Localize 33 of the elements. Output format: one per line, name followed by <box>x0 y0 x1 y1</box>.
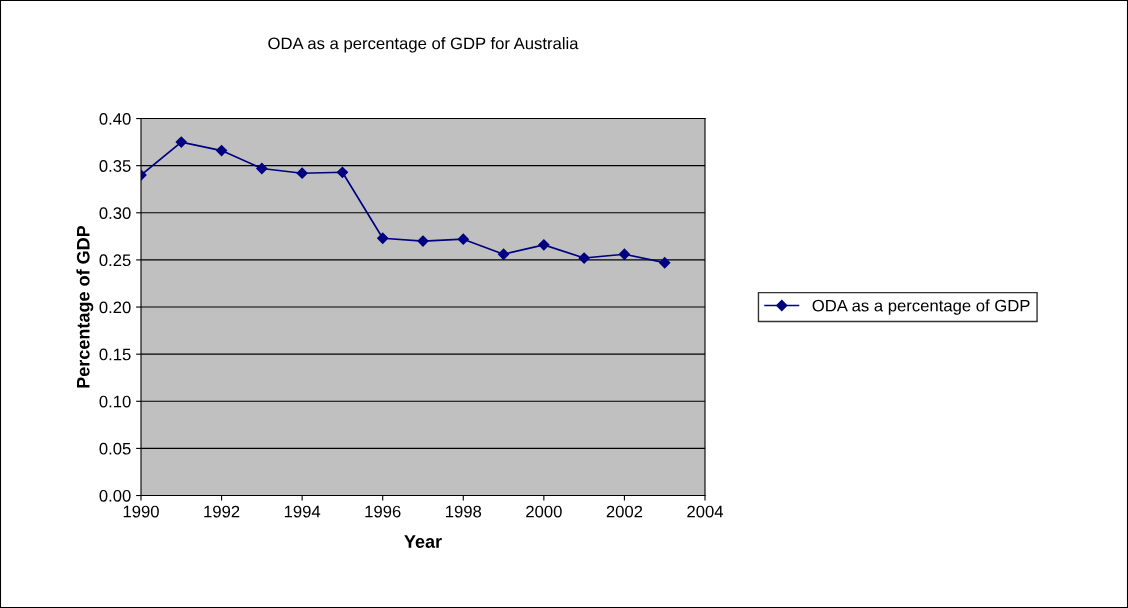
x-tick-label: 1996 <box>365 505 401 518</box>
x-tick-label: 2002 <box>606 505 643 518</box>
legend-label: ODA as a percentage of GDP <box>812 299 1030 315</box>
point <box>618 248 631 260</box>
point <box>296 167 308 179</box>
point <box>538 239 550 251</box>
x-tick-label: 2000 <box>526 505 562 518</box>
point <box>659 257 671 269</box>
y-tick-label: 0.10 <box>99 395 131 408</box>
y-tick-label: 0.15 <box>99 348 131 361</box>
point <box>215 144 228 157</box>
chart-title: ODA as a percentage of GDP for Australia <box>268 37 579 53</box>
point <box>578 252 590 264</box>
x-tick-label: 1994 <box>284 505 321 518</box>
point <box>336 166 349 178</box>
y-tick-label: 0.35 <box>99 160 131 172</box>
x-tick-label: 1990 <box>123 505 159 518</box>
y-tick-label: 0.00 <box>99 489 131 502</box>
y-tick-label: 0.20 <box>99 301 131 314</box>
point <box>377 232 389 244</box>
point <box>457 233 469 245</box>
y-axis-title: Percentage of GDP <box>76 225 94 388</box>
y-tick-label: 0.30 <box>99 207 131 219</box>
y-tick-label: 0.40 <box>99 112 131 125</box>
point <box>256 162 268 175</box>
point <box>175 136 187 148</box>
x-tick-label: 1998 <box>446 505 482 518</box>
y-tick-label: 0.05 <box>99 442 131 455</box>
x-axis-title: Year <box>404 535 442 548</box>
x-tick-label: 2004 <box>687 505 724 518</box>
point <box>497 248 510 260</box>
y-tick-label: 0.25 <box>99 254 131 267</box>
x-tick-label: 1992 <box>204 505 240 518</box>
